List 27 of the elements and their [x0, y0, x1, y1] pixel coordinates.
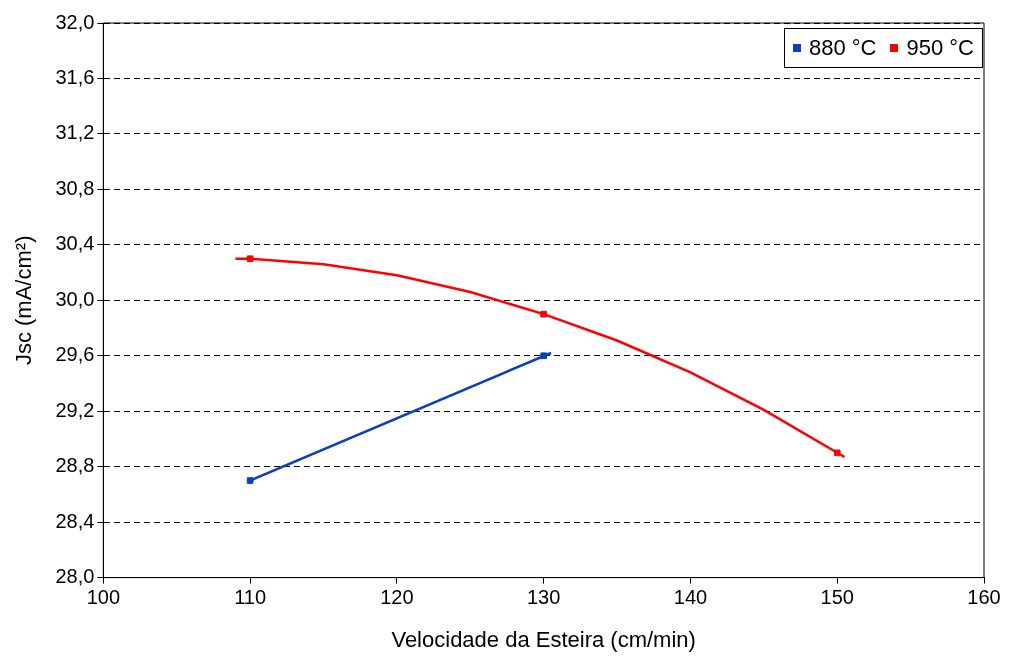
y-tick-label: 30,8: [55, 176, 95, 199]
point: [246, 255, 254, 263]
point: [833, 449, 841, 457]
y-tick-label: 28,0: [55, 565, 95, 588]
y-tick-label: 31,6: [55, 65, 95, 88]
x-tick-label: 130: [526, 586, 561, 609]
x-tick-label: 160: [967, 586, 1001, 609]
x-tick-label: 140: [673, 586, 708, 609]
point: [540, 352, 547, 360]
y-axis-title: Jsc (mA/cm²): [11, 235, 37, 366]
y-tick-label: 30,4: [55, 232, 95, 255]
x-tick-label: 110: [234, 586, 267, 609]
legend-label: 880 °C: [808, 35, 877, 61]
y-tick-label: 30,0: [55, 287, 95, 310]
x-axis-title: Velocidade da Esteira (cm/min): [391, 626, 696, 652]
y-tick-label: 29,2: [55, 398, 95, 421]
x-tick-label: 100: [86, 586, 121, 609]
x-tick-label: 150: [820, 586, 854, 609]
y-tick-label: 28,4: [55, 509, 95, 532]
y-tick-label: 32,0: [55, 10, 95, 33]
y-tick-label: 29,6: [55, 343, 95, 366]
point: [540, 310, 547, 318]
legend-label: 950 °C: [906, 35, 974, 61]
y-tick-label: 31,2: [55, 121, 95, 144]
y-tick-label: 28,8: [55, 454, 95, 477]
x-tick-label: 120: [380, 586, 414, 609]
point: [246, 477, 254, 484]
